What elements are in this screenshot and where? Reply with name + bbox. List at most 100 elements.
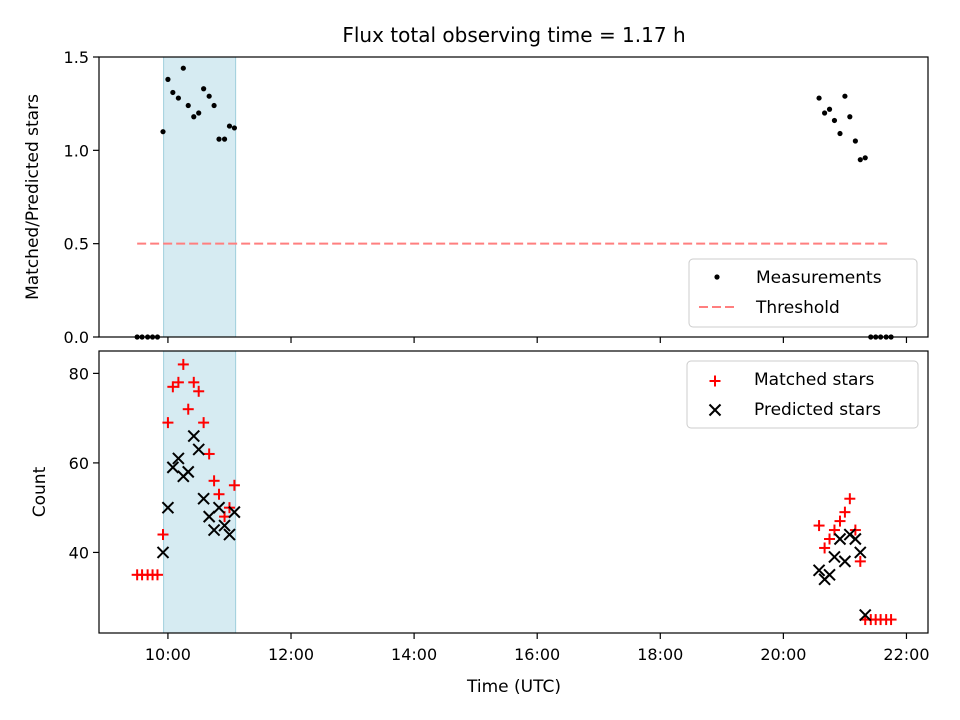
data-point bbox=[837, 130, 843, 137]
data-point bbox=[859, 608, 872, 622]
y-tick-label: 0.0 bbox=[64, 328, 89, 347]
legend-marker bbox=[709, 375, 721, 387]
data-point bbox=[180, 65, 186, 71]
shaded-interval bbox=[163, 350, 237, 634]
data-point bbox=[216, 136, 222, 142]
legend bbox=[688, 258, 918, 328]
data-point bbox=[849, 532, 862, 546]
data-point bbox=[175, 95, 181, 101]
data-point bbox=[813, 520, 825, 532]
data-point bbox=[831, 117, 838, 124]
data-point bbox=[151, 569, 163, 581]
shaded-interval bbox=[163, 56, 237, 338]
data-point bbox=[211, 102, 217, 109]
data-point bbox=[838, 555, 852, 568]
data-point bbox=[221, 136, 228, 142]
data-point bbox=[191, 114, 197, 120]
data-point bbox=[172, 452, 185, 465]
data-point bbox=[857, 157, 863, 163]
data-point bbox=[197, 492, 210, 505]
data-point bbox=[826, 106, 833, 112]
data-point bbox=[212, 501, 226, 514]
data-point bbox=[854, 555, 866, 567]
data-point bbox=[202, 510, 216, 523]
data-point bbox=[165, 76, 171, 82]
data-point bbox=[162, 417, 174, 429]
data-point bbox=[196, 110, 202, 116]
data-point bbox=[170, 89, 176, 96]
chart-title: Flux total observing time = 1.17 h bbox=[342, 23, 685, 47]
y-tick-label: 40 bbox=[69, 543, 89, 562]
data-point bbox=[192, 443, 205, 456]
axes-frame bbox=[98, 56, 929, 338]
x-tick-label: 20:00 bbox=[760, 645, 806, 664]
legend-label: Matched stars bbox=[754, 370, 874, 390]
data-point bbox=[816, 95, 822, 101]
data-point bbox=[208, 475, 220, 487]
data-point bbox=[188, 376, 200, 388]
legend-label: Predicted stars bbox=[754, 400, 881, 420]
y-tick-label: 1.0 bbox=[64, 141, 89, 160]
data-point bbox=[167, 381, 179, 393]
data-point bbox=[228, 505, 241, 519]
y-tick-label: 80 bbox=[69, 364, 89, 383]
data-point bbox=[172, 376, 184, 388]
data-point bbox=[182, 403, 194, 415]
data-point bbox=[166, 461, 180, 474]
y-axis-label: Matched/Predicted stars bbox=[23, 94, 43, 300]
data-point bbox=[823, 568, 836, 582]
x-tick-label: 18:00 bbox=[637, 645, 683, 664]
data-point bbox=[812, 564, 826, 577]
data-point bbox=[862, 155, 868, 161]
data-point bbox=[223, 528, 236, 541]
data-point bbox=[844, 493, 856, 505]
data-point bbox=[226, 123, 233, 129]
data-point bbox=[834, 515, 846, 527]
data-point bbox=[182, 465, 195, 479]
data-point bbox=[218, 519, 231, 532]
data-point bbox=[854, 546, 867, 559]
legend-marker bbox=[708, 403, 722, 417]
x-tick-label: 22:00 bbox=[883, 645, 929, 664]
data-point bbox=[206, 93, 212, 99]
legend-label: Threshold bbox=[755, 298, 840, 318]
data-point bbox=[177, 358, 189, 370]
data-point bbox=[203, 448, 215, 460]
data-point bbox=[161, 501, 175, 514]
data-point bbox=[822, 110, 828, 116]
y-tick-label: 1.5 bbox=[64, 48, 89, 67]
data-point bbox=[824, 533, 836, 545]
data-point bbox=[833, 532, 847, 546]
data-point bbox=[201, 86, 207, 92]
data-point bbox=[842, 93, 848, 99]
y-axis-label: Count bbox=[30, 466, 50, 517]
data-point bbox=[819, 542, 831, 554]
data-point bbox=[185, 102, 191, 109]
data-point bbox=[231, 125, 237, 131]
data-point bbox=[198, 417, 210, 429]
data-point bbox=[156, 546, 170, 559]
data-point bbox=[852, 138, 858, 144]
x-tick-label: 10:00 bbox=[145, 645, 191, 664]
data-point bbox=[885, 614, 897, 626]
y-tick-label: 60 bbox=[69, 454, 89, 473]
bottom-panel-count: 40 60 80 10:00 12:00 14:00 16:00 18:00 20:00 22:0… bbox=[30, 350, 930, 664]
data-point bbox=[213, 488, 225, 500]
legend-marker bbox=[714, 274, 720, 280]
data-point bbox=[228, 479, 240, 491]
x-axis-label: Time (UTC) bbox=[466, 677, 561, 697]
data-point bbox=[839, 506, 851, 518]
data-point bbox=[828, 550, 841, 564]
x-tick-label: 14:00 bbox=[391, 645, 437, 664]
top-panel-ratio: 0.0 0.5 1.0 1.5 Matched/Predicted stars Measu… bbox=[23, 48, 929, 347]
data-point bbox=[193, 385, 205, 397]
data-point bbox=[847, 114, 853, 120]
data-point bbox=[207, 523, 221, 537]
axes-frame bbox=[98, 350, 929, 634]
y-tick-label: 0.5 bbox=[64, 235, 89, 254]
data-point bbox=[157, 529, 169, 541]
legend bbox=[686, 360, 919, 429]
x-tick-label: 16:00 bbox=[514, 645, 560, 664]
legend-label: Measurements bbox=[756, 268, 882, 288]
